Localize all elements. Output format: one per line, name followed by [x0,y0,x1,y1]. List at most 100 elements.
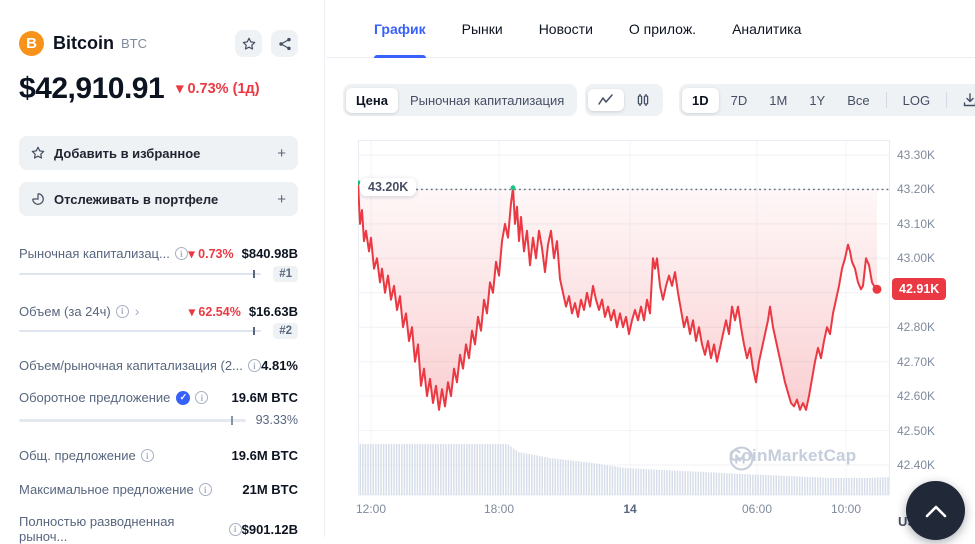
time-range-toggle: 1D 7D 1M 1Y Все LOG [679,84,975,116]
y-axis-tick: 42.60K [897,389,936,404]
total-supply-value: 19.6M BTC [231,448,298,463]
range-Все[interactable]: Все [847,92,870,108]
current-price-badge: 42.91K [892,278,947,301]
x-axis-tick: 10:00 [830,502,862,516]
download-chart-button[interactable] [953,88,975,112]
volume-slider: #2 [19,323,298,339]
candlestick-type-button[interactable] [626,88,660,112]
coin-price: $42,910.91 [19,72,165,105]
x-axis-tick: 12:00 [355,502,387,516]
track-portfolio-label: Отслеживать в портфеле [54,191,219,207]
market-cap-change: ▾ 0.73% [188,247,234,261]
metric-toggle: Цена Рыночная капитализация [343,84,578,116]
info-icon[interactable]: i [198,483,212,496]
tab-2[interactable]: Рынки [461,20,503,37]
bitcoin-logo-icon: B [19,31,44,56]
scroll-to-top-button[interactable] [906,481,965,540]
volume-value: $16.63B [248,303,298,319]
tab-1[interactable]: График [374,0,426,58]
vol-mcap-label: Объем/рыночная капитализация (2... [19,358,243,373]
add-favorite-label: Добавить в избранное [54,145,201,161]
y-axis-tick: 42.70K [897,354,936,369]
coin-header: B Bitcoin BTC [19,30,298,57]
y-axis-tick: 43.10K [897,216,936,231]
info-icon[interactable]: i [195,391,209,404]
volume-row: Объем (за 24ч) i › ▾ 62.54% $16.63B [19,303,298,319]
price-row: $42,910.91 ▾ 0.73% (1д) [19,72,298,106]
add-favorite-button[interactable]: Добавить в избранное + [19,136,298,170]
y-axis-tick: 43.20K [897,182,936,197]
chart-canvas[interactable] [358,138,890,498]
vol-mcap-value: 4.81% [261,358,298,373]
circ-supply-row: Оборотное предложение ✓ i 19.6M BTC [19,390,298,405]
line-chart-type-button[interactable] [588,89,624,111]
watermark-text: CoinMarketCap [729,446,857,465]
info-icon[interactable]: i [115,304,129,318]
price-change: ▾ 0.73% (1д) [176,81,260,97]
log-scale-button[interactable]: LOG [902,92,931,108]
coin-name: Bitcoin [53,33,114,53]
chart-type-toggle [585,84,663,116]
slider-track [19,270,262,278]
max-supply-label: Максимальное предложение [19,482,194,497]
tab-5[interactable]: Аналитика [732,20,802,37]
separator [885,92,887,108]
total-supply-row: Общ. предложение i 19.6M BTC [19,448,298,463]
range-7D[interactable]: 7D [730,92,748,108]
info-icon[interactable]: i [247,359,261,372]
range-1M[interactable]: 1M [769,92,788,108]
circ-supply-label: Оборотное предложение [19,390,171,405]
rank-badge: #1 [273,266,298,282]
metric-option-1[interactable]: Цена [346,87,398,113]
vol-mcap-row: Объем/рыночная капитализация (2... i 4.81… [19,358,298,373]
x-axis-tick: 06:00 [741,502,773,516]
y-axis-tick: 42.40K [897,458,936,472]
y-axis-tick: 42.50K [897,423,936,438]
info-icon[interactable]: i [140,449,154,462]
supply-percent: 93.33% [255,413,298,427]
star-icon [31,146,45,160]
coinmarketcap-watermark: CoinMarketCap [729,446,857,471]
chevron-right-icon[interactable]: › [134,303,140,319]
info-icon[interactable]: i [228,522,242,536]
download-icon [963,93,975,107]
y-axis-tick: 43.00K [897,251,936,266]
slider-marker [252,327,255,335]
metric-option-2[interactable]: Рыночная капитализация [409,92,565,108]
market-cap-slider: #1 [19,266,298,282]
supply-progress: 93.33% [19,413,298,427]
section-tabbar: График Рынки Новости О прилож. Аналитика [326,0,975,58]
price-chart[interactable]: 43.20K 42.91K CoinMarketCap USD 43.30K43… [355,138,975,538]
circ-supply-value: 19.6M BTC [231,390,298,405]
fdv-row: Полностью разводненная рыноч... i $901.12… [19,514,298,544]
verified-check-icon: ✓ [176,390,191,405]
portfolio-pie-icon [31,192,45,206]
plus-icon: + [277,190,286,208]
rank-badge: #2 [273,323,298,339]
y-axis-tick: 42.80K [897,320,936,335]
tab-3[interactable]: Новости [538,20,593,37]
slider-track [19,327,262,335]
share-button[interactable] [271,30,298,57]
range-1Y[interactable]: 1Y [809,92,826,108]
star-icon [242,37,255,50]
progress-marker [230,415,233,425]
range-1D[interactable]: 1D [682,87,719,113]
progress-track [19,415,246,425]
info-icon[interactable]: i [174,247,188,260]
x-axis-tick: 18:00 [483,502,515,516]
max-supply-value: 21M BTC [242,482,298,497]
plus-icon: + [277,144,286,162]
market-cap-row: Рыночная капитализац... i ▾ 0.73% $840.98… [19,246,298,261]
reference-price-label: 43.20K [360,178,417,196]
volume-change: ▾ 62.54% [188,304,241,319]
tab-4[interactable]: О прилож. [628,20,697,37]
chevron-up-icon [925,505,946,517]
total-supply-label: Общ. предложение [19,448,136,463]
track-portfolio-button[interactable]: Отслеживать в портфеле + [19,182,298,216]
y-axis-tick: 43.30K [897,148,936,162]
favorite-star-button[interactable] [235,30,262,57]
share-icon [278,37,291,50]
volume-label: Объем (за 24ч) [19,303,111,319]
coin-symbol: BTC [121,36,147,51]
